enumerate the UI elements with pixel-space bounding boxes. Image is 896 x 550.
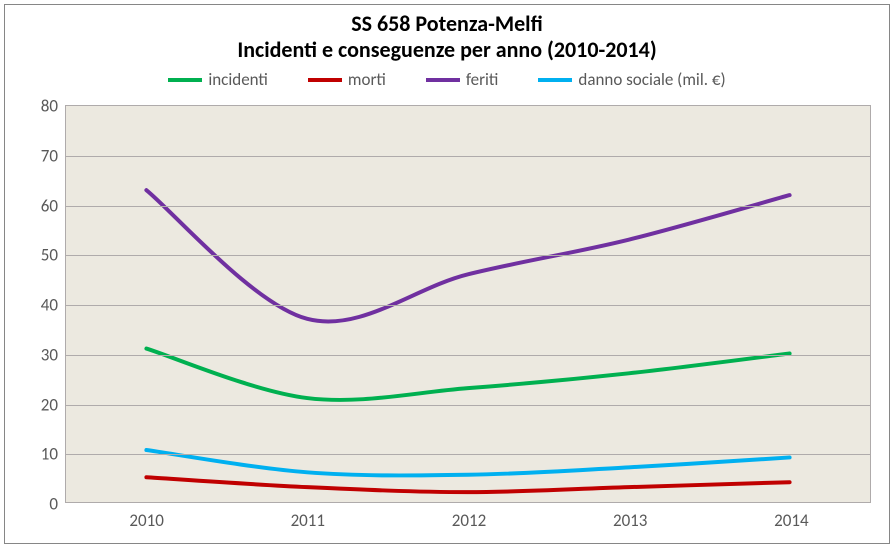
x-tick-label: 2014 — [774, 510, 808, 531]
chart-frame: SS 658 Potenza-Melfi Incidenti e consegu… — [4, 4, 890, 544]
x-tick-label: 2010 — [129, 510, 163, 531]
legend-label: morti — [348, 69, 386, 90]
legend-label: feriti — [466, 69, 499, 90]
y-tick-label: 10 — [41, 444, 58, 465]
legend-swatch-incidenti — [168, 78, 202, 82]
legend-item-incidenti: incidenti — [168, 69, 268, 90]
title-line-2: Incidenti e conseguenze per anno (2010-2… — [5, 37, 889, 63]
legend-swatch-danno-sociale — [538, 78, 572, 82]
y-tick-label: 60 — [41, 195, 58, 216]
gridline — [66, 355, 870, 356]
gridline — [66, 206, 870, 207]
legend-label: incidenti — [208, 69, 268, 90]
chart-title: SS 658 Potenza-Melfi Incidenti e consegu… — [5, 11, 889, 63]
plot-area: 0102030405060708020102011201220132014 — [65, 105, 871, 503]
y-tick-label: 40 — [41, 295, 58, 316]
legend-item-morti: morti — [308, 69, 386, 90]
gridline — [66, 405, 870, 406]
gridline — [66, 156, 870, 157]
y-tick-label: 70 — [41, 145, 58, 166]
series-line-morti — [146, 477, 789, 492]
gridline — [66, 305, 870, 306]
y-tick-label: 30 — [41, 344, 58, 365]
y-tick-label: 80 — [41, 96, 58, 117]
series-line-incidenti — [146, 349, 789, 400]
legend-swatch-morti — [308, 78, 342, 82]
legend-label: danno sociale (mil. €) — [578, 69, 725, 90]
gridline — [66, 255, 870, 256]
x-tick-label: 2011 — [291, 510, 325, 531]
y-tick-label: 20 — [41, 394, 58, 415]
x-tick-label: 2013 — [613, 510, 647, 531]
title-line-1: SS 658 Potenza-Melfi — [5, 11, 889, 37]
legend-swatch-feriti — [426, 78, 460, 82]
gridline — [66, 454, 870, 455]
legend-item-feriti: feriti — [426, 69, 499, 90]
line-layer — [66, 106, 870, 502]
y-tick-label: 50 — [41, 245, 58, 266]
legend: incidenti morti feriti danno sociale (mi… — [5, 69, 889, 90]
y-tick-label: 0 — [49, 494, 58, 515]
x-tick-label: 2012 — [452, 510, 486, 531]
legend-item-danno-sociale: danno sociale (mil. €) — [538, 69, 725, 90]
